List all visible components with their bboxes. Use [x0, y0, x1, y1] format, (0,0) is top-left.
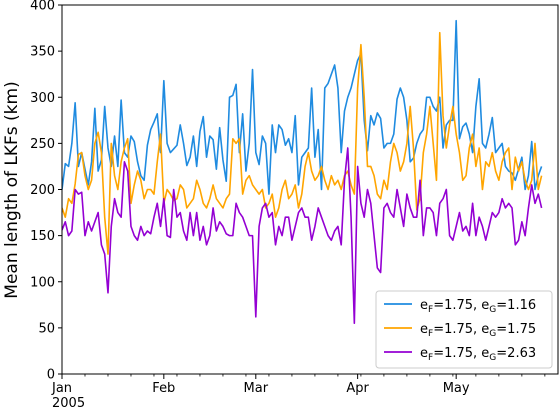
y-tick-label: 300: [30, 91, 55, 106]
x-tick-label: May: [443, 381, 470, 396]
x-tick-label: Mar: [244, 381, 269, 396]
y-tick-label: 100: [30, 275, 55, 290]
plot-lines: [62, 19, 543, 325]
y-tick-label: 50: [38, 321, 55, 336]
legend-box: [375, 290, 553, 369]
x-tick-label: Jan: [51, 381, 72, 396]
y-tick-label: 200: [30, 183, 55, 198]
y-axis-label: Mean length of LKFs (km): [2, 81, 22, 298]
y-tick-label: 400: [30, 0, 55, 14]
x-tick-label: Feb: [152, 381, 175, 396]
y-tick-label: 350: [30, 45, 55, 60]
y-tick-label: 150: [30, 229, 55, 244]
legend-label-1: eF=1.75, eG=1.16: [420, 298, 536, 315]
x-tick-label: Apr: [346, 381, 369, 396]
legend-label-3: eF=1.75, eG=2.63: [420, 346, 536, 363]
x-tick-year-label: 2005: [52, 396, 85, 411]
series-line-2: [62, 31, 543, 255]
y-tick-label: 0: [47, 368, 55, 383]
series-line-3: [62, 147, 543, 325]
legend-label-2: eF=1.75, eG=1.75: [420, 322, 536, 339]
series-line-1: [62, 19, 543, 195]
y-axis: 0 50 100 150 200 250 300 350 400: [30, 0, 62, 383]
y-tick-label: 250: [30, 137, 55, 152]
legend: eF=1.75, eG=1.16 eF=1.75, eG=1.75 eF=1.75,…: [375, 290, 553, 369]
